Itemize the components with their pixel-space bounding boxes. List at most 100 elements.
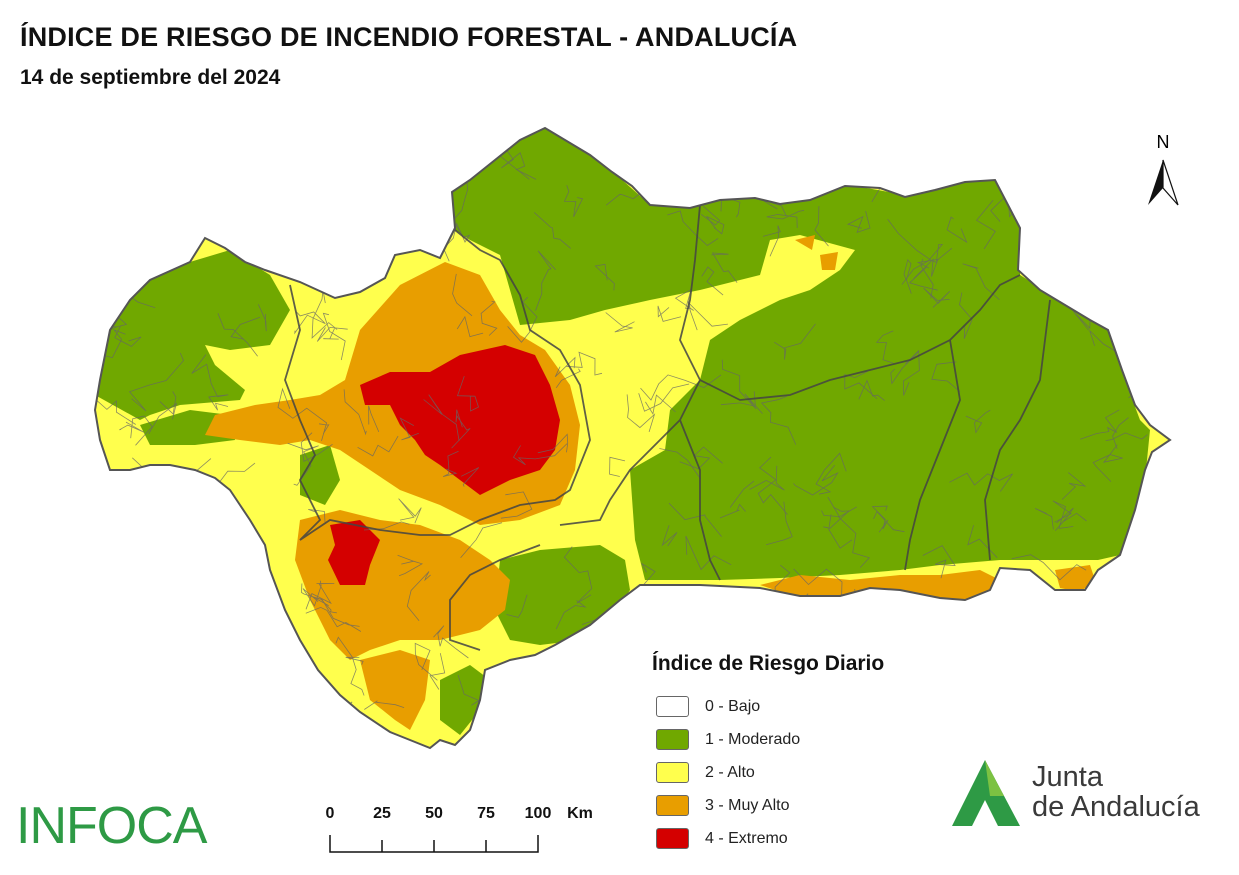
municipal-boundary	[263, 605, 285, 622]
municipal-boundary	[316, 326, 348, 342]
municipal-boundary	[858, 379, 885, 401]
municipal-boundary	[1109, 211, 1131, 219]
risk-zone-moderado-doñana	[300, 445, 340, 505]
municipal-boundary	[287, 442, 319, 486]
municipal-boundary	[95, 543, 121, 589]
municipal-boundary	[301, 583, 337, 614]
municipal-boundary	[159, 538, 190, 562]
municipal-boundary	[821, 496, 841, 518]
municipal-boundary	[506, 594, 528, 618]
municipal-boundary	[300, 432, 333, 463]
municipal-boundary	[938, 693, 970, 702]
municipal-boundary	[640, 374, 722, 401]
municipal-boundary	[1138, 218, 1170, 248]
municipal-boundary	[165, 633, 189, 680]
municipal-boundary	[719, 503, 746, 519]
municipal-boundary	[364, 700, 405, 710]
municipal-boundary	[931, 361, 961, 393]
municipal-boundary	[554, 356, 576, 378]
municipal-boundary	[277, 387, 328, 442]
municipal-boundary	[213, 666, 238, 685]
north-arrow-icon	[1148, 159, 1179, 206]
municipal-boundary	[1136, 564, 1155, 591]
municipal-boundary	[844, 371, 878, 400]
legend-swatch-alto	[656, 762, 689, 783]
municipal-boundary	[302, 580, 322, 607]
municipal-boundary	[305, 606, 362, 632]
municipal-boundary	[512, 443, 568, 466]
municipal-boundary	[890, 350, 920, 385]
municipal-boundary	[172, 203, 196, 223]
municipal-boundary	[1092, 444, 1123, 482]
municipal-boundary	[555, 368, 581, 389]
municipal-boundary	[232, 231, 261, 261]
municipal-boundary	[749, 465, 785, 491]
municipal-boundary	[679, 446, 723, 470]
legend-item: 1 - Moderado	[652, 723, 942, 756]
municipal-boundary	[674, 288, 694, 311]
municipal-boundary	[985, 638, 1015, 676]
legend-item: 4 - Extremo	[652, 822, 942, 855]
municipal-boundary	[773, 323, 816, 360]
municipal-boundary	[456, 315, 484, 338]
municipal-boundary	[429, 653, 446, 690]
municipal-boundary	[814, 206, 829, 247]
municipal-boundary	[563, 546, 593, 604]
municipal-boundary	[942, 681, 972, 715]
legend-item: 2 - Alto	[652, 756, 942, 789]
municipal-boundary	[962, 263, 1000, 301]
municipal-boundary	[913, 258, 939, 279]
risk-zone-muy-alto-almeria-coast	[1055, 565, 1095, 592]
municipal-boundary	[151, 632, 179, 685]
municipal-boundary	[1011, 554, 1087, 581]
scale-tick-label: 75	[477, 805, 495, 822]
municipal-boundary	[661, 525, 678, 547]
municipal-boundary	[687, 301, 728, 331]
municipal-boundary	[828, 514, 853, 549]
map-date: 14 de septiembre del 2024	[20, 66, 281, 89]
municipal-boundary	[397, 554, 424, 577]
municipal-boundary	[605, 312, 635, 333]
municipal-boundary	[500, 491, 533, 519]
municipal-boundary	[638, 383, 690, 412]
municipal-boundary	[366, 140, 386, 174]
municipal-boundary	[169, 187, 187, 227]
municipal-boundary	[1124, 578, 1139, 629]
municipal-boundary	[1072, 709, 1085, 725]
municipal-boundary	[302, 128, 345, 174]
municipal-boundary	[535, 250, 556, 311]
municipal-boundary	[609, 456, 626, 477]
legend-item: 3 - Muy Alto	[652, 789, 942, 822]
municipal-boundary	[442, 450, 459, 477]
municipal-boundary	[1052, 500, 1074, 529]
municipal-boundary	[732, 603, 743, 636]
legend-swatch-muy-alto	[656, 795, 689, 816]
municipal-boundary	[657, 305, 682, 322]
risk-zone-moderado-huelva	[95, 250, 290, 420]
municipal-boundary	[128, 352, 184, 412]
municipal-boundary	[946, 216, 968, 244]
municipal-boundary	[975, 200, 996, 250]
municipal-boundary	[277, 666, 301, 686]
municipal-boundary	[667, 210, 719, 247]
municipal-boundary	[594, 263, 615, 291]
municipal-boundary	[875, 330, 894, 364]
risk-zone-moderado-estrecho	[440, 665, 490, 735]
municipal-boundary	[456, 375, 479, 412]
municipal-boundary	[114, 316, 142, 347]
risk-zone-moderado-sierra-norte	[452, 128, 1150, 580]
municipal-boundary	[294, 311, 326, 335]
municipal-boundary	[319, 423, 330, 435]
municipal-boundary	[209, 598, 239, 621]
municipal-boundary	[901, 244, 953, 285]
municipal-boundary	[1051, 165, 1104, 197]
municipal-boundary	[113, 586, 141, 625]
municipal-boundary	[1105, 432, 1148, 441]
municipal-boundary	[1054, 507, 1087, 532]
legend-label: 4 - Extremo	[705, 829, 788, 847]
municipal-boundary	[160, 621, 195, 654]
municipal-boundary	[1124, 671, 1145, 730]
municipal-boundary	[338, 176, 378, 202]
municipal-boundary	[321, 152, 356, 172]
